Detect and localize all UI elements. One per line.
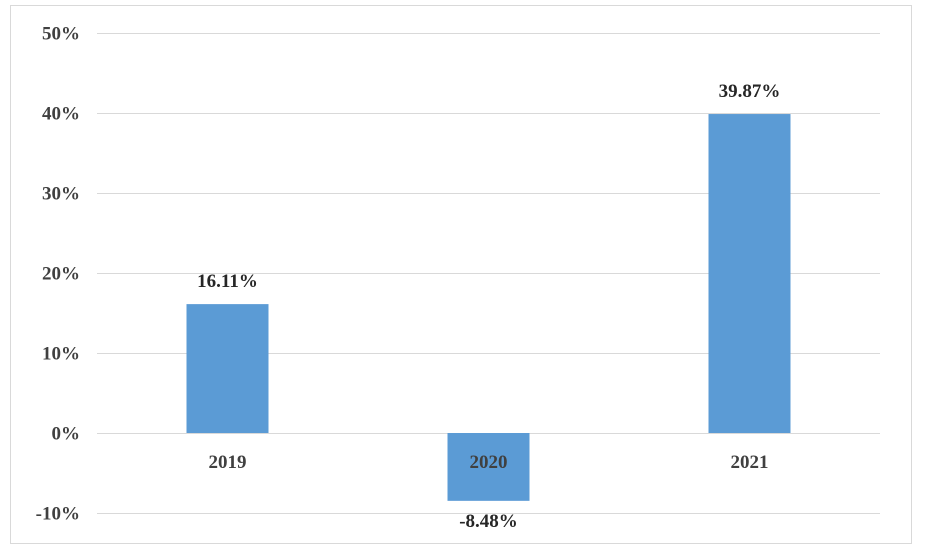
x-tick-label: 2021 <box>731 452 769 473</box>
y-axis-tick-labels: 50% 40% 30% 20% 10% 0% -10% <box>36 24 80 525</box>
y-tick-label: -10% <box>36 504 80 525</box>
x-tick-label: 2019 <box>209 452 247 473</box>
x-axis-tick-labels: 2019 2020 2021 <box>209 452 769 473</box>
data-labels: 16.11% -8.48% 39.87% <box>197 81 780 532</box>
y-tick-label: 40% <box>42 104 80 125</box>
bars <box>186 114 791 501</box>
y-tick-label: 0% <box>52 424 81 445</box>
bar-2021 <box>708 114 791 433</box>
bar-2020 <box>447 433 530 501</box>
data-label: 39.87% <box>719 81 781 102</box>
data-label: -8.48% <box>459 511 518 532</box>
data-label: 16.11% <box>197 271 258 292</box>
y-tick-label: 20% <box>42 264 80 285</box>
y-tick-label: 50% <box>42 24 80 45</box>
y-tick-label: 10% <box>42 344 80 365</box>
y-tick-label: 30% <box>42 184 80 205</box>
x-tick-label: 2020 <box>470 452 508 473</box>
bar-2019 <box>186 304 269 433</box>
